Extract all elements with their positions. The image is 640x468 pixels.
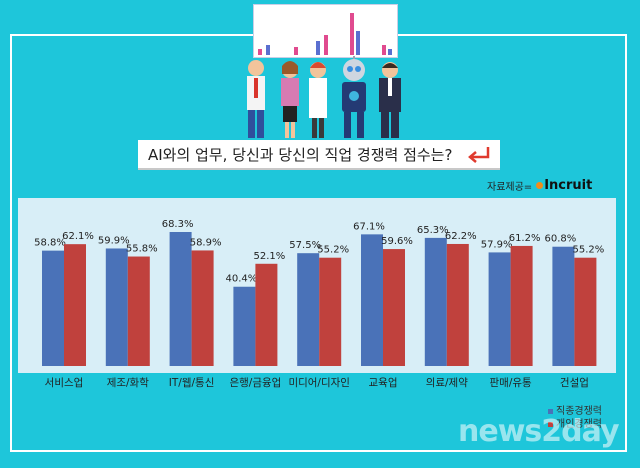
bar-job-0 xyxy=(42,250,64,366)
data-label-personal-0: 62.1% xyxy=(62,231,94,242)
bar-personal-6 xyxy=(446,243,469,366)
bar-personal-2 xyxy=(191,250,214,366)
bar-job-4 xyxy=(297,253,320,366)
bar-job-5 xyxy=(361,234,383,366)
bar-personal-0 xyxy=(64,244,86,366)
category-label-8: 건설업 xyxy=(560,376,589,389)
data-label-job-5: 67.1% xyxy=(353,221,385,232)
question-banner: AI와의 업무, 당신과 당신의 직업 경쟁력 점수는? xyxy=(138,140,500,170)
data-label-personal-4: 55.2% xyxy=(317,245,349,256)
legend-item-personal: 개인경쟁력 xyxy=(548,418,602,431)
legend: 직종경쟁력 개인경쟁력 xyxy=(548,405,602,431)
source-label: 자료제공= xyxy=(487,181,533,193)
category-label-7: 판매/유통 xyxy=(490,377,533,389)
data-label-job-2: 68.3% xyxy=(162,219,194,230)
return-arrow-icon xyxy=(468,147,490,163)
bar-job-8 xyxy=(552,246,575,366)
bar-personal-7 xyxy=(510,245,533,366)
data-label-personal-8: 55.2% xyxy=(573,245,605,256)
data-label-personal-3: 52.1% xyxy=(254,251,286,262)
bar-personal-3 xyxy=(255,263,278,366)
question-text: AI와의 업무, 당신과 당신의 직업 경쟁력 점수는? xyxy=(148,145,453,164)
data-label-job-6: 65.3% xyxy=(417,225,449,236)
data-label-job-4: 57.5% xyxy=(289,240,321,251)
category-label-5: 교육업 xyxy=(369,376,398,389)
bar-job-7 xyxy=(488,252,511,366)
data-label-job-1: 59.9% xyxy=(98,235,130,246)
data-label-personal-6: 62.2% xyxy=(445,231,477,242)
bar-personal-4 xyxy=(319,257,342,366)
category-label-3: 은행/금융업 xyxy=(229,376,281,389)
data-label-job-3: 40.4% xyxy=(226,274,258,285)
incruit-logo: Incruit xyxy=(536,178,592,193)
data-label-personal-2: 58.9% xyxy=(190,237,222,248)
category-label-2: IT/웹/통신 xyxy=(169,377,215,389)
bar-job-1 xyxy=(105,248,128,366)
monitor-icon xyxy=(253,4,398,58)
data-label-job-7: 57.9% xyxy=(481,239,513,250)
bar-personal-5 xyxy=(383,249,405,366)
bar-job-3 xyxy=(233,286,256,366)
data-label-job-0: 58.8% xyxy=(34,238,66,249)
data-label-job-8: 60.8% xyxy=(545,234,577,245)
robot-icon xyxy=(342,56,366,138)
source-credit: 자료제공= Incruit xyxy=(487,176,592,194)
data-label-personal-1: 55.8% xyxy=(126,244,158,255)
category-label-4: 미디어/디자인 xyxy=(288,377,350,389)
watermark: news2day xyxy=(458,414,620,449)
data-label-personal-7: 61.2% xyxy=(509,233,541,244)
category-label-0: 서비스업 xyxy=(45,376,84,389)
bar-job-2 xyxy=(169,232,192,366)
bar-job-6 xyxy=(424,237,447,366)
category-label-6: 의료/제약 xyxy=(426,377,469,389)
office-worker-icon xyxy=(247,56,401,138)
bar-personal-8 xyxy=(574,257,597,366)
bar-personal-1 xyxy=(127,256,150,366)
category-label-1: 제조/화학 xyxy=(107,377,150,389)
legend-item-job: 직종경쟁력 xyxy=(548,405,602,418)
data-label-personal-5: 59.6% xyxy=(381,236,413,247)
